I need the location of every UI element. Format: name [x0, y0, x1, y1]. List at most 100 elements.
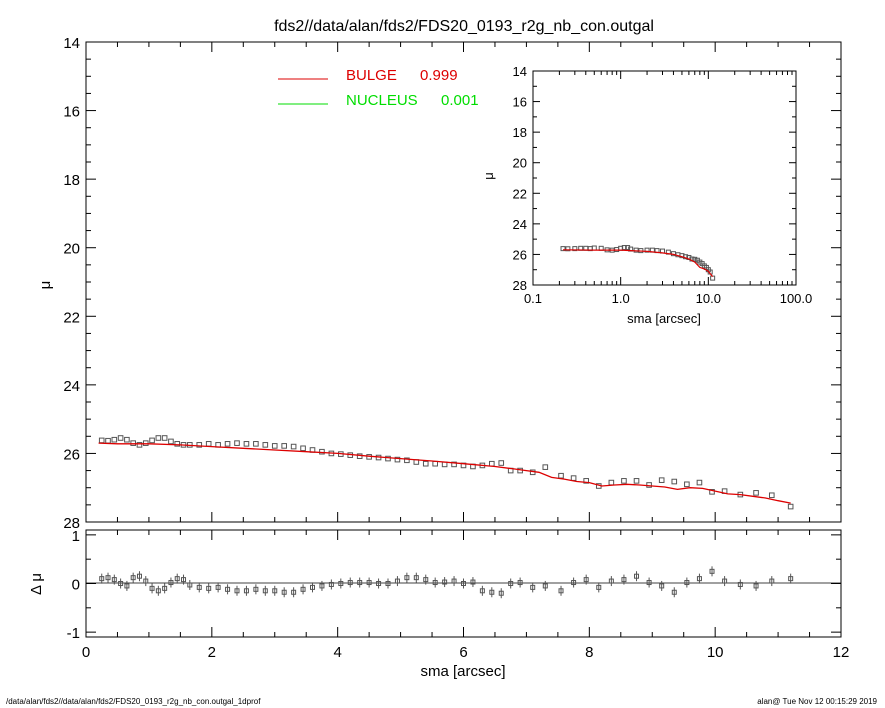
inset-data-point — [572, 246, 578, 252]
residual-xtick-label: 2 — [208, 644, 216, 661]
residual-data-point — [196, 584, 202, 590]
residual-data-point — [413, 575, 419, 581]
inset-data-point — [560, 246, 566, 252]
legend: BULGE 0.999 NUCLEUS 0.001 — [278, 67, 479, 109]
residual-data-point — [404, 575, 410, 581]
main-data-point — [124, 436, 130, 443]
residual-data-point — [583, 577, 589, 583]
inset-ticks: 14 16 18 20 22 24 26 280.1 1.0 10.0 100.0 — [513, 64, 813, 306]
main-ytick-label: 24 — [63, 378, 80, 395]
main-data-point — [394, 456, 401, 463]
main-data-point — [117, 435, 124, 441]
main-data-point — [768, 492, 775, 499]
inset-data-point — [633, 247, 639, 253]
residual-data-point — [347, 580, 353, 586]
main-data-point — [621, 478, 627, 484]
main-data-point — [583, 478, 589, 484]
main-bulge-line — [98, 442, 791, 504]
main-data-series — [98, 435, 794, 510]
residual-data-point — [530, 584, 536, 590]
main-ytick-label: 22 — [63, 309, 80, 326]
inset-ytick-label: 18 — [513, 125, 527, 140]
residual-data-point — [659, 583, 665, 589]
main-data-point — [271, 443, 278, 449]
footer-file-path: /data/alan/fds2//data/alan/fds2/FDS20_01… — [6, 697, 261, 706]
residual-data-point — [709, 568, 715, 574]
residual-data-point — [215, 584, 221, 590]
main-data-point — [98, 437, 105, 444]
inset-bulge-line — [562, 249, 714, 277]
inset-y-axis-label: μ — [481, 172, 496, 180]
residual-data-point — [310, 584, 315, 590]
inset-ytick-label: 26 — [513, 247, 527, 262]
main-data-point — [205, 441, 212, 447]
residual-data-point — [646, 580, 652, 586]
residual-data-point — [124, 583, 130, 589]
main-data-point — [696, 479, 703, 486]
main-data-point — [671, 478, 678, 485]
residual-data-point — [394, 578, 400, 584]
residual-xtick-label: 8 — [585, 644, 593, 661]
residual-data-point — [174, 576, 180, 582]
main-data-point — [262, 442, 269, 448]
residual-data-point — [300, 586, 306, 592]
residual-data-point — [508, 581, 514, 586]
residual-data-point — [696, 576, 702, 582]
main-ytick-label: 28 — [63, 515, 80, 532]
main-data-point — [319, 448, 325, 455]
main-data-point — [196, 442, 203, 448]
inset-data-point — [621, 245, 627, 251]
residual-data-point — [671, 589, 677, 595]
main-data-point — [136, 442, 143, 448]
chart-title: fds2//data/alan/fds2/FDS20_0193_r2g_nb_c… — [274, 18, 654, 35]
residual-data-point — [470, 579, 476, 585]
residual-data-point — [357, 580, 363, 586]
residual-data-point — [753, 583, 759, 589]
residual-data-point — [571, 580, 577, 586]
residual-data-point — [168, 580, 174, 586]
main-data-point — [684, 481, 690, 488]
main-data-point — [356, 453, 363, 459]
main-data-point — [422, 460, 429, 467]
main-data-point — [224, 441, 231, 447]
main-data-point — [161, 435, 168, 441]
main-data-point — [168, 438, 174, 445]
main-data-point — [149, 437, 155, 444]
main-data-point — [234, 440, 240, 446]
main-data-point — [142, 440, 149, 446]
residual-data-point — [542, 583, 548, 589]
main-data-point — [432, 460, 438, 467]
residual-xtick-label: 10 — [707, 644, 724, 661]
residual-data-point — [461, 581, 466, 586]
residual-data-point — [596, 584, 602, 590]
residual-ytick-label: 0 — [72, 577, 80, 594]
residual-xtick-label: 0 — [82, 644, 90, 661]
inset-log-panel: 14 16 18 20 22 24 26 280.1 1.0 10.0 100.0 μ sma [a… — [481, 64, 812, 326]
residual-data-point — [451, 578, 457, 584]
residual-data-point — [225, 586, 231, 592]
residual-data-point — [111, 577, 117, 583]
inset-ytick-label: 24 — [513, 217, 527, 232]
main-data-point — [105, 437, 111, 444]
residual-data-point — [130, 575, 136, 581]
residual-data-point — [385, 581, 391, 586]
residual-data-point — [722, 578, 728, 584]
main-data-point — [709, 489, 715, 495]
residual-ytick-label: -1 — [67, 625, 80, 642]
main-data-point — [174, 441, 181, 447]
residual-xtick-label: 6 — [459, 644, 467, 661]
inset-ytick-label: 22 — [513, 186, 527, 201]
residual-data-point — [253, 586, 259, 592]
residual-data-point — [206, 585, 212, 591]
main-data-point — [658, 477, 665, 483]
main-data-point — [155, 435, 162, 441]
inset-data-point — [692, 256, 698, 262]
main-ytick-label: 14 — [63, 35, 80, 52]
main-data-point — [570, 475, 577, 481]
residual-data-point — [262, 588, 268, 594]
residual-data-point — [328, 581, 334, 587]
residual-data-point — [155, 588, 161, 594]
legend-nucleus-value: 0.001 — [441, 92, 479, 109]
